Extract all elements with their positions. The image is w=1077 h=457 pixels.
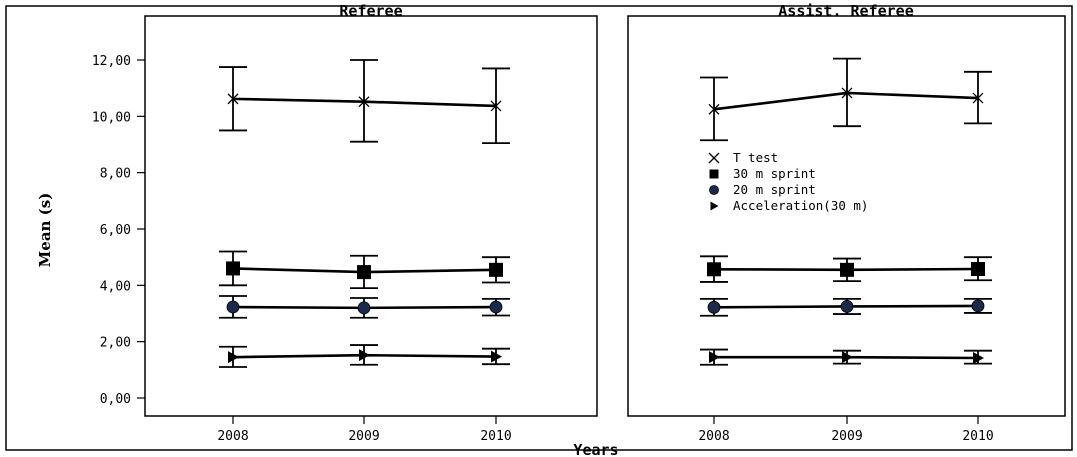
x-marker bbox=[358, 96, 370, 108]
x-tick-label: 2010 bbox=[480, 429, 511, 444]
square-marker bbox=[840, 262, 854, 277]
legend-label: T test bbox=[733, 150, 778, 165]
circle-marker bbox=[707, 300, 721, 314]
circle-marker bbox=[971, 299, 985, 313]
panel-title: Assist. Referee bbox=[778, 2, 913, 20]
circle-marker bbox=[357, 301, 371, 315]
triangle-marker bbox=[710, 201, 719, 211]
panel-frame bbox=[144, 15, 598, 417]
square-marker bbox=[707, 262, 721, 277]
y-tick-label: 12,00 bbox=[92, 54, 131, 69]
circle-marker bbox=[226, 300, 240, 314]
panel-referee: Referee 0,00 2,00 4,00 6,00 8,00 10,00 12,00 2… bbox=[92, 2, 598, 444]
triangle-marker bbox=[491, 350, 502, 363]
circle-marker bbox=[489, 300, 503, 314]
triangle-marker bbox=[842, 351, 853, 364]
square-marker bbox=[357, 265, 371, 280]
triangle-marker bbox=[228, 351, 239, 364]
triangle-marker bbox=[973, 352, 984, 365]
x-marker bbox=[490, 100, 502, 112]
y-tick-label: 10,00 bbox=[92, 110, 131, 125]
x-tick-label: 2008 bbox=[698, 429, 729, 444]
y-tick-label: 6,00 bbox=[100, 223, 131, 238]
x-tick-label: 2010 bbox=[962, 429, 993, 444]
plot-marks bbox=[219, 59, 510, 368]
plot-marks bbox=[700, 57, 992, 366]
legend-label: 20 m sprint bbox=[733, 182, 816, 197]
x-tick-label: 2008 bbox=[217, 429, 248, 444]
y-tick-label: 0,00 bbox=[100, 392, 131, 407]
x-axis: 2008 2009 2010 bbox=[217, 416, 512, 444]
x-marker bbox=[841, 87, 853, 99]
square-marker bbox=[971, 261, 985, 276]
x-marker bbox=[972, 92, 984, 104]
x-marker bbox=[708, 103, 720, 115]
triangle-marker bbox=[359, 349, 370, 362]
square-marker bbox=[489, 262, 503, 277]
x-tick-label: 2009 bbox=[831, 429, 862, 444]
x-marker bbox=[227, 93, 239, 105]
y-tick-label: 8,00 bbox=[100, 167, 131, 182]
y-tick-label: 2,00 bbox=[100, 336, 131, 351]
x-marker bbox=[708, 152, 720, 164]
y-tick-label: 4,00 bbox=[100, 279, 131, 294]
panel-title: Referee bbox=[339, 2, 402, 20]
square-marker bbox=[226, 261, 240, 276]
x-axis: 2008 2009 2010 bbox=[698, 416, 994, 444]
circle-marker bbox=[840, 300, 854, 313]
circle-marker bbox=[709, 185, 719, 195]
legend-label: 30 m sprint bbox=[733, 166, 816, 181]
y-axis: 0,00 2,00 4,00 6,00 8,00 10,00 12,00 bbox=[92, 54, 145, 407]
triangle-marker bbox=[709, 351, 720, 364]
x-axis-title: Years bbox=[573, 441, 618, 457]
panel-assist-referee: Assist. Referee 2008 2009 2010 bbox=[627, 2, 1066, 444]
y-axis-title: Mean (s) bbox=[36, 193, 54, 268]
square-marker bbox=[709, 169, 719, 179]
x-tick-label: 2009 bbox=[348, 429, 379, 444]
legend-label: Acceleration(30 m) bbox=[733, 198, 868, 213]
